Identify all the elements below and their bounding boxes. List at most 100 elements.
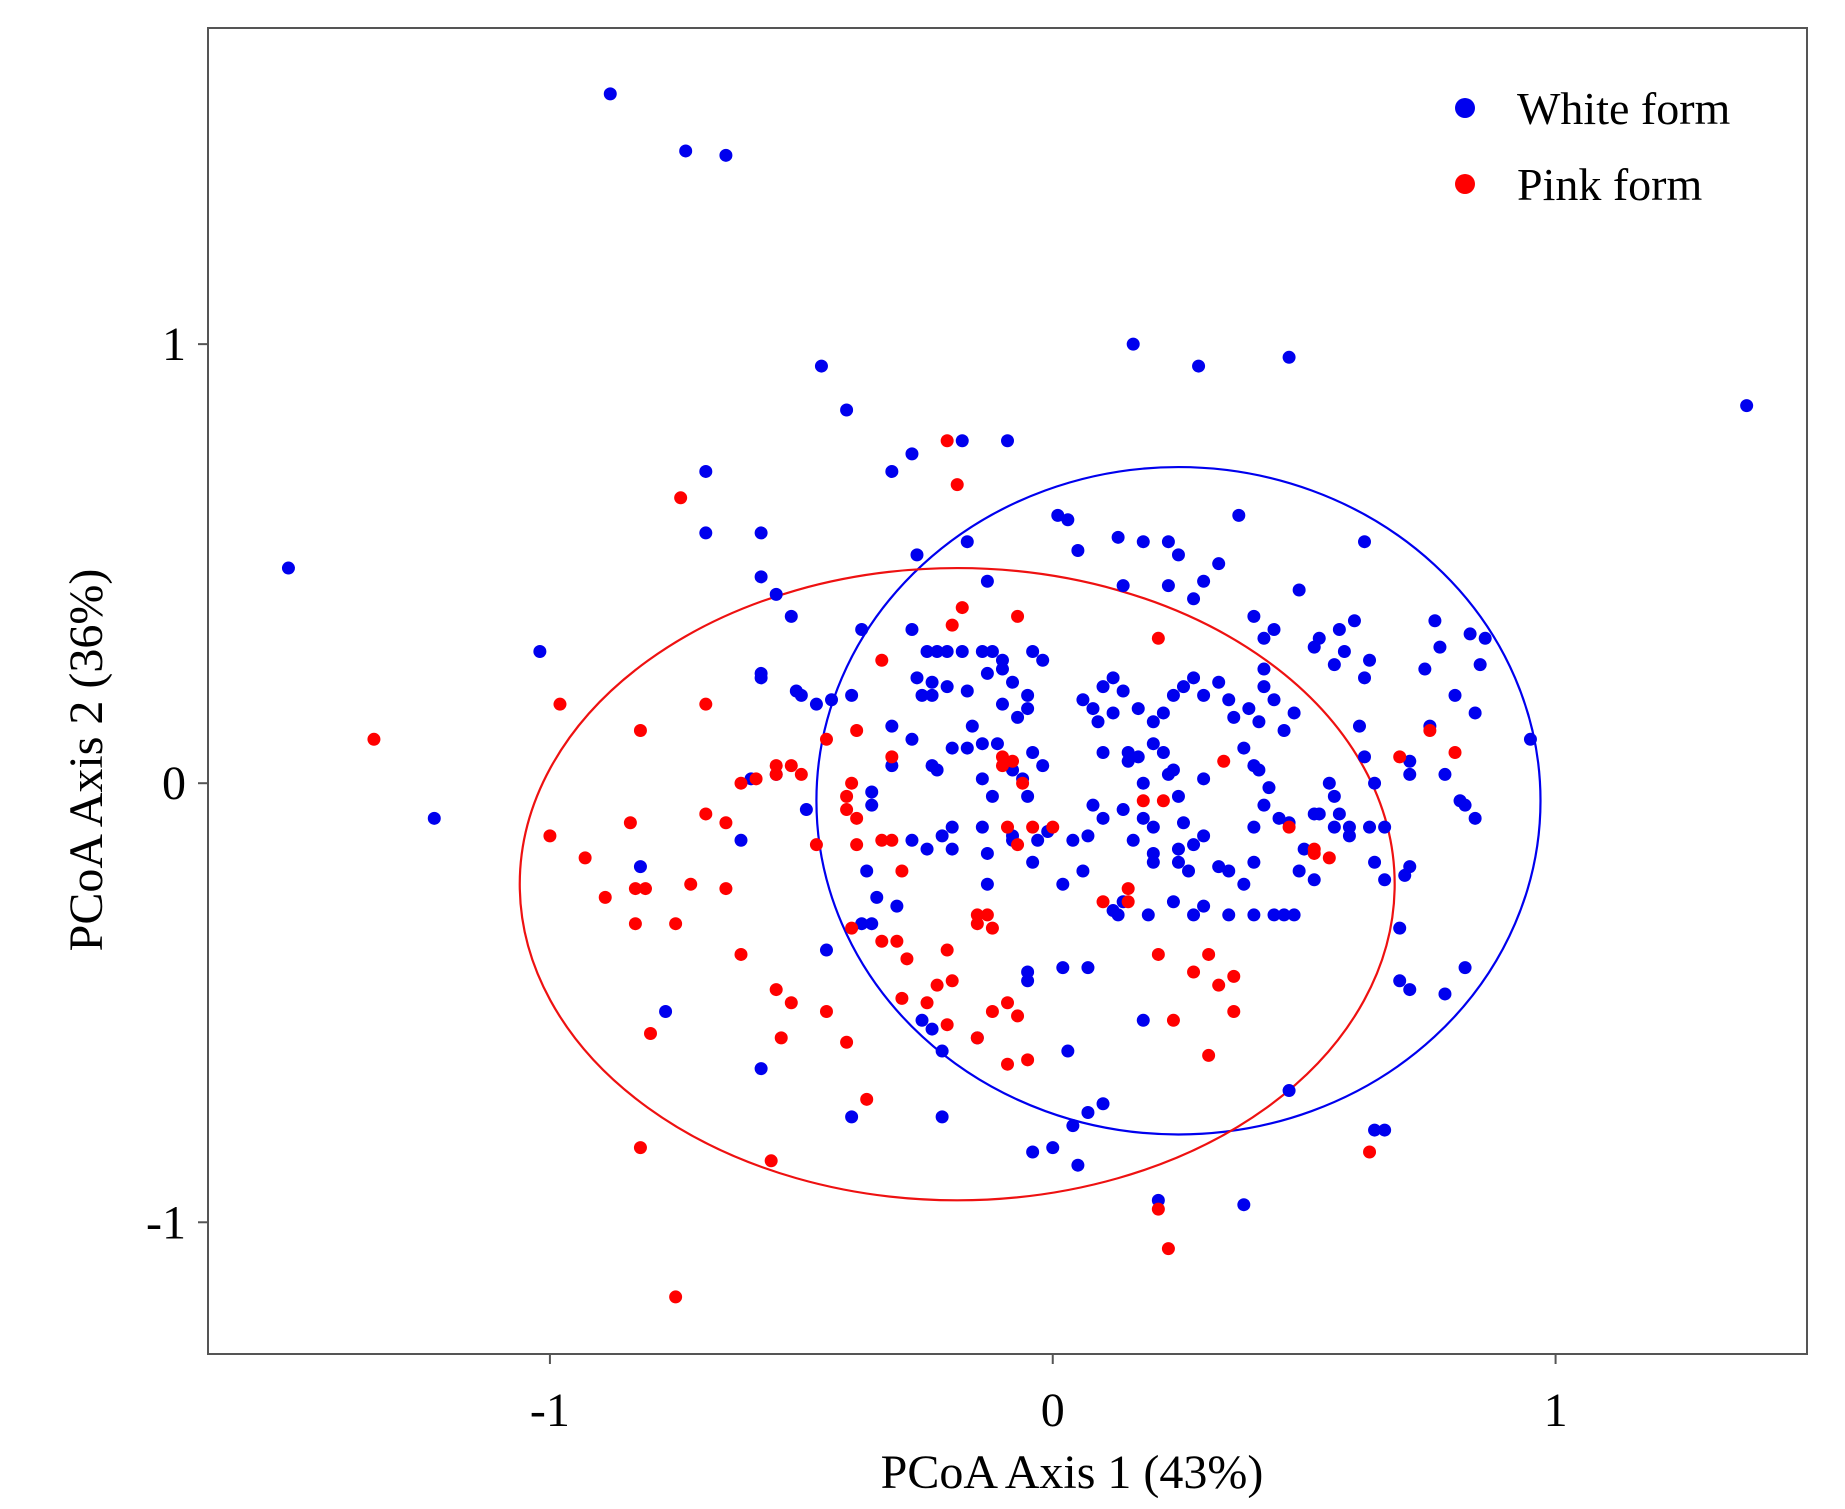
data-point	[905, 447, 919, 461]
data-point	[925, 688, 939, 702]
data-point	[1151, 947, 1165, 961]
data-point	[669, 917, 683, 931]
data-point	[925, 675, 939, 689]
data-point	[1011, 838, 1025, 852]
data-point	[719, 882, 733, 896]
data-point	[975, 820, 989, 834]
data-point	[1036, 653, 1050, 667]
data-point	[1011, 609, 1025, 623]
data-point	[774, 1031, 788, 1045]
legend-label: Pink form	[1517, 159, 1703, 210]
data-point	[905, 833, 919, 847]
data-point	[915, 1013, 929, 1027]
data-point	[1081, 961, 1095, 975]
data-point	[840, 789, 854, 803]
data-point	[734, 947, 748, 961]
data-point	[809, 838, 823, 852]
data-point	[860, 1092, 874, 1106]
data-point	[719, 816, 733, 830]
data-point	[870, 890, 884, 904]
data-point	[1222, 693, 1236, 707]
data-point	[1146, 820, 1160, 834]
data-point	[970, 917, 984, 931]
data-point	[1202, 947, 1216, 961]
data-point	[819, 732, 833, 746]
data-point	[955, 644, 969, 658]
data-point	[1363, 1145, 1377, 1159]
data-point	[1126, 337, 1140, 351]
data-point	[769, 759, 783, 773]
data-point	[1036, 759, 1050, 773]
data-point	[553, 697, 567, 711]
data-point	[699, 807, 713, 821]
data-point	[1358, 671, 1372, 685]
data-point	[1187, 592, 1201, 606]
data-point	[814, 359, 828, 373]
y-tick-label: -1	[146, 1196, 186, 1249]
data-point	[533, 644, 547, 658]
x-axis-title: PCoA Axis 1 (43%)	[881, 1446, 1264, 1499]
data-point	[1056, 961, 1070, 975]
data-point	[1182, 864, 1196, 878]
data-point	[1242, 702, 1256, 716]
data-point	[940, 680, 954, 694]
data-point	[910, 548, 924, 562]
data-point	[1161, 1242, 1175, 1256]
data-point	[1458, 798, 1472, 812]
data-point	[1332, 807, 1346, 821]
data-point	[1176, 680, 1190, 694]
data-point	[1121, 895, 1135, 909]
data-point	[930, 763, 944, 777]
data-point	[1021, 965, 1035, 979]
data-point	[1217, 754, 1231, 768]
data-point	[1156, 794, 1170, 808]
data-point	[885, 719, 899, 733]
data-point	[895, 991, 909, 1005]
data-point	[643, 1026, 657, 1040]
data-point	[809, 697, 823, 711]
data-point	[940, 1018, 954, 1032]
data-point	[1116, 684, 1130, 698]
data-point	[633, 860, 647, 874]
data-point	[860, 864, 874, 878]
data-point	[985, 921, 999, 935]
data-point	[1287, 908, 1301, 922]
data-point	[1106, 671, 1120, 685]
data-point	[1463, 627, 1477, 641]
y-tick-label: 1	[162, 318, 186, 371]
data-point	[945, 741, 959, 755]
data-point	[1363, 653, 1377, 667]
data-point	[1423, 724, 1437, 738]
data-point	[1227, 710, 1241, 724]
data-point	[1156, 706, 1170, 720]
data-point	[1237, 1198, 1251, 1212]
data-point	[1247, 855, 1261, 869]
data-point	[1187, 838, 1201, 852]
data-point	[1081, 829, 1095, 843]
data-point	[754, 570, 768, 584]
data-point	[669, 1290, 683, 1304]
data-point	[1141, 908, 1155, 922]
data-point	[850, 724, 864, 738]
data-point	[985, 789, 999, 803]
data-point	[1021, 688, 1035, 702]
data-point	[1468, 706, 1482, 720]
data-point	[789, 684, 803, 698]
data-point	[975, 737, 989, 751]
data-point	[1478, 631, 1492, 645]
data-point	[845, 1110, 859, 1124]
data-point	[1197, 899, 1211, 913]
data-point	[945, 974, 959, 988]
data-point	[1262, 781, 1276, 795]
data-point	[1252, 763, 1266, 777]
data-point	[1433, 640, 1447, 654]
data-point	[1056, 877, 1070, 891]
data-point	[925, 1022, 939, 1036]
data-point	[1061, 513, 1075, 527]
data-point	[1146, 715, 1160, 729]
data-point	[1448, 688, 1462, 702]
confidence-ellipses	[518, 465, 1542, 1202]
data-point	[1327, 658, 1341, 672]
data-point	[940, 434, 954, 448]
